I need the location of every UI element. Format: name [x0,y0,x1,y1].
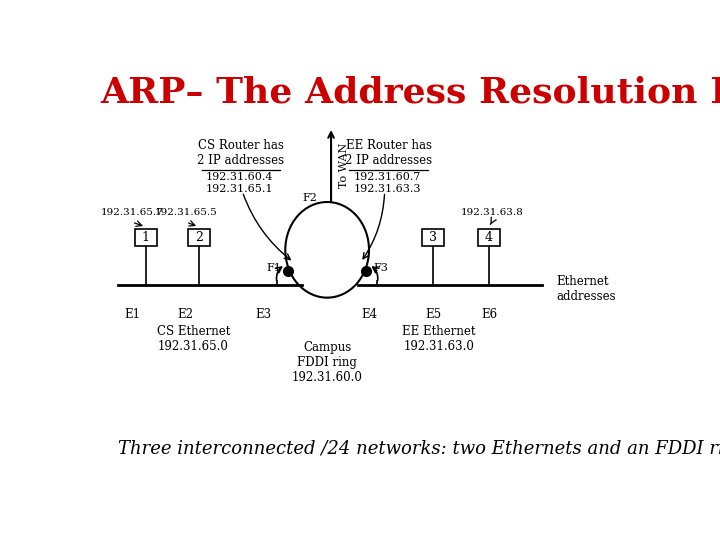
Text: EE Router has: EE Router has [346,139,431,152]
Text: E2: E2 [177,308,193,321]
Text: 192.31.65.1: 192.31.65.1 [206,184,274,194]
Text: 192.31.63.3: 192.31.63.3 [354,184,421,194]
Bar [188,229,210,246]
Text: F2: F2 [302,193,317,203]
Text: 1: 1 [142,231,150,244]
Text: 192.31.65.7: 192.31.65.7 [101,207,163,217]
Text: E1: E1 [124,308,140,321]
Text: CS Ethernet
192.31.65.0: CS Ethernet 192.31.65.0 [156,325,230,353]
Text: Campus
FDDI ring
192.31.60.0: Campus FDDI ring 192.31.60.0 [292,341,363,384]
Text: 192.31.60.4: 192.31.60.4 [206,172,274,182]
Bar [135,229,157,246]
Text: 192.31.63.8: 192.31.63.8 [460,207,523,217]
Text: EE Ethernet
192.31.63.0: EE Ethernet 192.31.63.0 [402,325,475,353]
Text: 4: 4 [485,231,493,244]
Text: F3: F3 [374,263,388,273]
Text: 3: 3 [429,231,437,244]
Text: Ethernet
addresses: Ethernet addresses [556,275,616,303]
Bar [478,229,500,246]
Text: Three interconnected /24 networks: two Ethernets and an FDDI ring.: Three interconnected /24 networks: two E… [118,440,720,458]
Text: E4: E4 [361,308,377,321]
Text: 192.31.65.5: 192.31.65.5 [155,207,217,217]
Text: 2 IP addresses: 2 IP addresses [345,154,432,167]
Text: E6: E6 [481,308,497,321]
Text: 192.31.60.7: 192.31.60.7 [354,172,421,182]
Text: CS Router has: CS Router has [198,139,284,152]
Text: F1: F1 [266,263,281,273]
Text: 2: 2 [195,231,203,244]
Text: 2 IP addresses: 2 IP addresses [197,154,284,167]
Text: E3: E3 [255,308,271,321]
Text: To WAN: To WAN [339,143,349,188]
Text: E5: E5 [425,308,441,321]
Text: ARP– The Address Resolution Protocol: ARP– The Address Resolution Protocol [100,75,720,109]
Bar [422,229,444,246]
